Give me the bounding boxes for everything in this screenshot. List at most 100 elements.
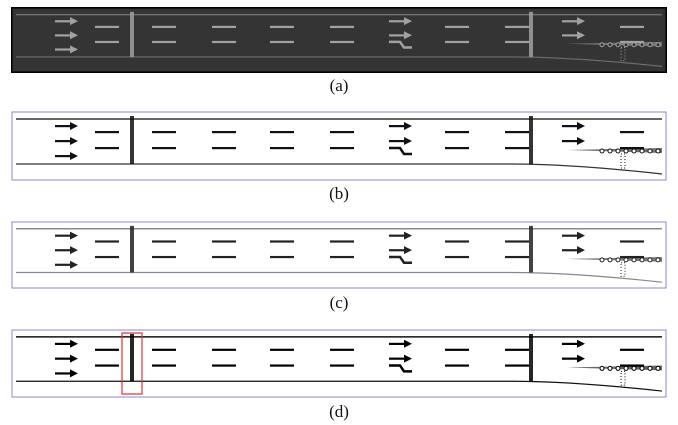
lane-dash: [152, 240, 176, 242]
lane-dash: [270, 349, 294, 351]
arrow-shaft: [389, 235, 406, 237]
chevron-dot: [600, 258, 604, 262]
lane-dash: [505, 131, 529, 133]
lane-dash: [270, 131, 294, 133]
arrow-shaft: [389, 249, 406, 251]
lane-dash: [505, 364, 529, 366]
lane-dash: [330, 131, 354, 133]
lane-dash: [212, 349, 236, 351]
arrow-shaft: [55, 264, 72, 266]
stop-bar: [130, 226, 134, 273]
figure: (a) (b) (c) (d): [0, 0, 678, 425]
arrow-shaft: [562, 125, 579, 127]
arrow-shaft: [55, 343, 72, 345]
arrow-shaft: [562, 235, 579, 237]
road-image: [12, 330, 666, 397]
chevron-dot: [640, 149, 644, 153]
lane-dash: [330, 240, 354, 242]
chevron-dot: [632, 149, 636, 153]
arrow-shaft: [55, 140, 72, 142]
caption: (c): [330, 293, 349, 312]
image-frame: [12, 112, 666, 180]
lane-dash: [445, 256, 469, 258]
chevron-dot: [624, 258, 628, 262]
stop-bar: [529, 226, 533, 273]
chevron-dot: [656, 149, 660, 153]
lane-dash: [95, 349, 119, 351]
lane-dash: [505, 147, 529, 149]
chevron-dot: [648, 149, 652, 153]
image-frame: [12, 222, 666, 288]
stop-bar: [130, 116, 134, 164]
caption: (a): [330, 76, 349, 95]
chevron-dot: [616, 149, 620, 153]
lane-dash: [152, 147, 176, 149]
lane-dash: [212, 147, 236, 149]
lane-dash: [505, 240, 529, 242]
arrow-shaft: [389, 125, 406, 127]
lane-dash: [445, 349, 469, 351]
lane-dash: [95, 147, 119, 149]
chevron-dot: [616, 366, 620, 370]
chevron-dot: [600, 366, 604, 370]
lane-dash: [445, 147, 469, 149]
chevron-dot: [616, 258, 620, 262]
chevron-dot: [608, 149, 612, 153]
stop-bar: [529, 116, 533, 164]
lane-dash: [270, 240, 294, 242]
lane-dash: [620, 349, 644, 351]
stop-bar: [130, 334, 134, 381]
chevron-dot: [656, 258, 660, 262]
lane-dash: [212, 131, 236, 133]
lane-dash: [270, 256, 294, 258]
arrow-shaft: [55, 358, 72, 360]
arrow-shaft: [562, 140, 579, 142]
arrow-shaft: [389, 140, 406, 142]
arrow-shaft: [562, 249, 579, 251]
lane-dash: [95, 364, 119, 366]
lane-dash: [330, 349, 354, 351]
image-frame: [12, 330, 666, 397]
arrow-shaft: [55, 372, 72, 374]
noise: [12, 8, 666, 72]
road-image: [12, 8, 666, 72]
caption: (b): [329, 184, 349, 203]
chevron-dot: [608, 258, 612, 262]
stop-bar: [529, 334, 533, 381]
chevron-dot: [640, 366, 644, 370]
lane-dash: [152, 364, 176, 366]
road-image: [12, 222, 666, 288]
arrow-shaft: [55, 235, 72, 237]
lane-dash: [505, 349, 529, 351]
lane-dash: [212, 364, 236, 366]
chevron-dot: [624, 366, 628, 370]
arrow-shaft: [389, 343, 406, 345]
chevron-dot: [600, 149, 604, 153]
lane-dash: [620, 131, 644, 133]
arrow-shaft: [562, 343, 579, 345]
lane-dash: [152, 131, 176, 133]
lane-dash: [270, 147, 294, 149]
lane-dash: [95, 256, 119, 258]
lane-dash: [445, 364, 469, 366]
arrow-shaft: [562, 358, 579, 360]
lane-dash: [95, 131, 119, 133]
lane-dash: [330, 256, 354, 258]
chevron-dot: [648, 258, 652, 262]
chevron-dot: [632, 258, 636, 262]
lane-dash: [212, 256, 236, 258]
arrow-shaft: [389, 358, 406, 360]
chevron-dot: [624, 149, 628, 153]
arrow-shaft: [55, 249, 72, 251]
lane-dash: [330, 364, 354, 366]
chevron-dot: [640, 258, 644, 262]
lane-dash: [505, 256, 529, 258]
caption: (d): [329, 402, 349, 421]
chevron-dot: [648, 366, 652, 370]
chevron-dot: [632, 366, 636, 370]
lane-dash: [445, 131, 469, 133]
arrow-shaft: [55, 155, 72, 157]
lane-dash: [445, 240, 469, 242]
lane-dash: [620, 240, 644, 242]
lane-dash: [212, 240, 236, 242]
